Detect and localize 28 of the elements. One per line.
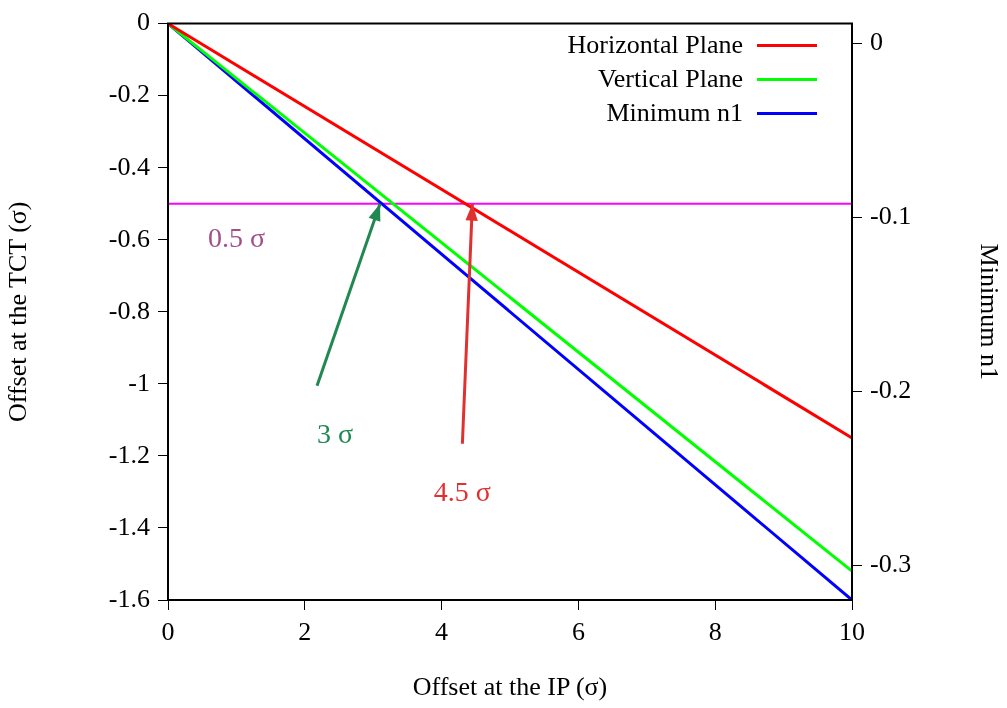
y2-axis-title: Minimum n1 bbox=[974, 243, 1004, 381]
x-tick-label: 10 bbox=[839, 617, 865, 647]
ref-line-label: 0.5 σ bbox=[208, 222, 266, 254]
legend-label: Minimum n1 bbox=[606, 97, 743, 129]
x-tick-label: 6 bbox=[571, 617, 585, 647]
x-tick-label: 8 bbox=[708, 617, 722, 647]
y2-tick-label: -0.3 bbox=[870, 549, 912, 579]
y-tick-label: -0.2 bbox=[108, 79, 150, 109]
legend-label: Horizontal Plane bbox=[567, 29, 743, 61]
y-tick-label: -0.6 bbox=[108, 223, 150, 253]
annotation: 4.5 σ bbox=[433, 476, 491, 508]
x-axis-title: Offset at the IP (σ) bbox=[412, 672, 608, 702]
y-tick-label: -1.6 bbox=[108, 583, 150, 613]
y-tick-label: -1.2 bbox=[108, 439, 150, 469]
y2-tick-label: -0.1 bbox=[870, 201, 912, 231]
y-tick-label: -0.4 bbox=[108, 151, 150, 181]
x-tick-label: 2 bbox=[298, 617, 312, 647]
annotation: 3 σ bbox=[316, 418, 354, 450]
y-tick-label: -1.4 bbox=[108, 511, 150, 541]
y-tick-label: -0.8 bbox=[108, 295, 150, 325]
y-tick-label: 0 bbox=[137, 7, 150, 37]
y2-tick-label: 0 bbox=[870, 27, 883, 57]
x-tick-label: 0 bbox=[161, 617, 175, 647]
x-tick-label: 4 bbox=[435, 617, 449, 647]
y-tick-label: -1 bbox=[128, 367, 150, 397]
y-axis-title: Offset at the TCT (σ) bbox=[3, 201, 33, 423]
legend-label: Vertical Plane bbox=[597, 63, 743, 95]
y2-tick-label: -0.2 bbox=[870, 375, 912, 405]
